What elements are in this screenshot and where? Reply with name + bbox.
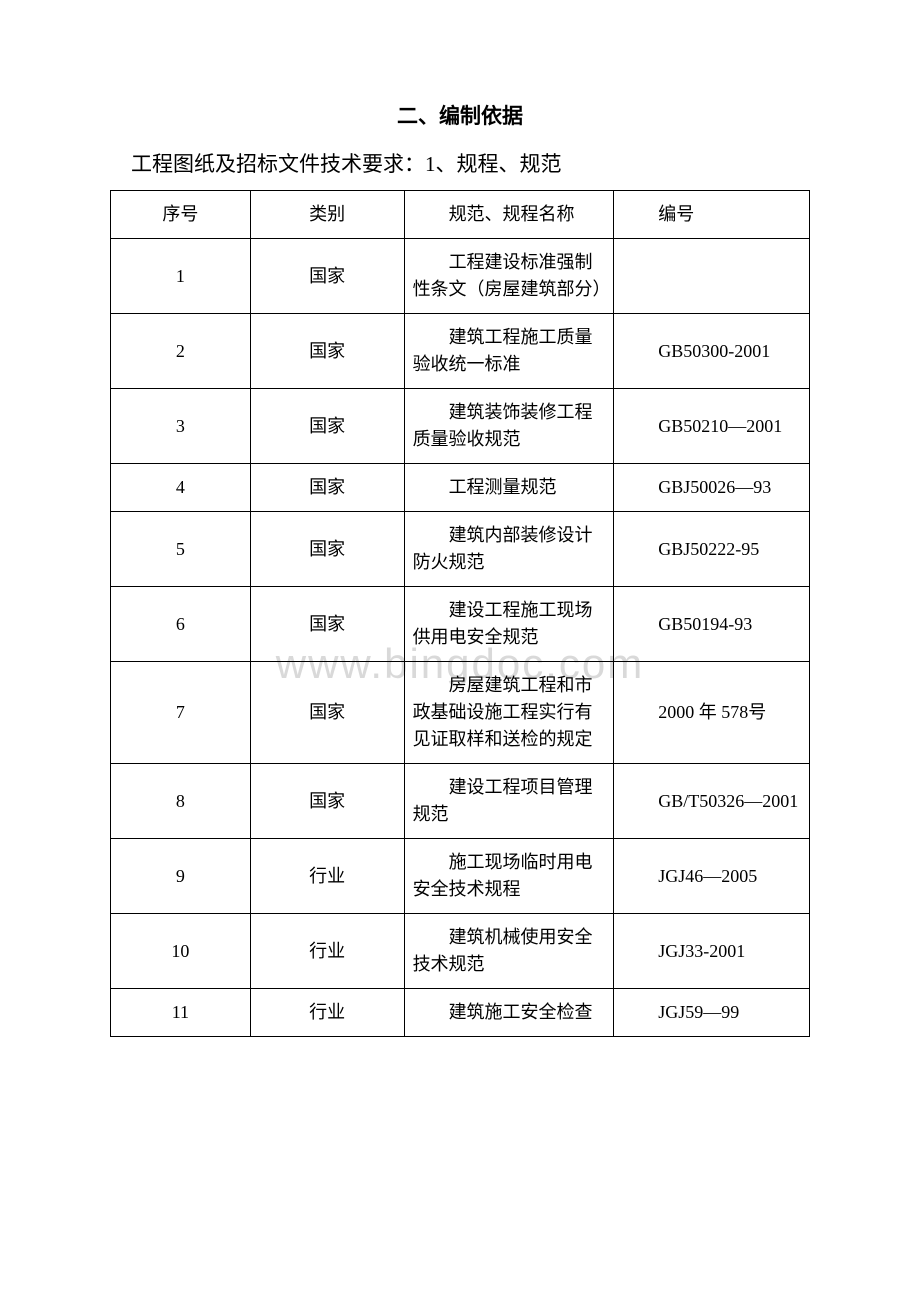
cell-cat: 国家 — [250, 662, 404, 764]
table-row: 6国家建设工程施工现场供用电安全规范GB50194-93 — [111, 587, 810, 662]
standards-table: 序号 类别 规范、规程名称 编号 1国家工程建设标准强制性条文（房屋建筑部分）2… — [110, 190, 810, 1037]
cell-cat: 国家 — [250, 239, 404, 314]
cell-name: 工程测量规范 — [404, 464, 614, 512]
cell-code: GB50210—2001 — [614, 389, 810, 464]
cell-code: JGJ59—99 — [614, 989, 810, 1037]
cell-name: 建筑装饰装修工程质量验收规范 — [404, 389, 614, 464]
col-header-seq: 序号 — [111, 191, 251, 239]
cell-code: GBJ50026—93 — [614, 464, 810, 512]
table-row: 7国家房屋建筑工程和市政基础设施工程实行有见证取样和送检的规定2000 年 57… — [111, 662, 810, 764]
table-row: 11行业建筑施工安全检查JGJ59—99 — [111, 989, 810, 1037]
table-row: 10行业建筑机械使用安全技术规范JGJ33-2001 — [111, 914, 810, 989]
cell-seq: 8 — [111, 764, 251, 839]
section-subtitle: 工程图纸及招标文件技术要求：1、规程、规范 — [110, 148, 810, 178]
cell-code: JGJ33-2001 — [614, 914, 810, 989]
cell-seq: 11 — [111, 989, 251, 1037]
cell-seq: 7 — [111, 662, 251, 764]
cell-cat: 国家 — [250, 464, 404, 512]
cell-cat: 行业 — [250, 914, 404, 989]
cell-cat: 国家 — [250, 512, 404, 587]
cell-name: 建筑机械使用安全技术规范 — [404, 914, 614, 989]
cell-cat: 行业 — [250, 989, 404, 1037]
cell-name: 建设工程施工现场供用电安全规范 — [404, 587, 614, 662]
table-body: 1国家工程建设标准强制性条文（房屋建筑部分）2国家建筑工程施工质量验收统一标准G… — [111, 239, 810, 1037]
section-title: 二、编制依据 — [110, 100, 810, 130]
document-page: www.bingdoc.com 二、编制依据 工程图纸及招标文件技术要求：1、规… — [0, 0, 920, 1097]
col-header-name: 规范、规程名称 — [404, 191, 614, 239]
cell-name: 建筑工程施工质量验收统一标准 — [404, 314, 614, 389]
cell-cat: 国家 — [250, 314, 404, 389]
cell-seq: 4 — [111, 464, 251, 512]
col-header-cat: 类别 — [250, 191, 404, 239]
cell-seq: 1 — [111, 239, 251, 314]
table-header-row: 序号 类别 规范、规程名称 编号 — [111, 191, 810, 239]
cell-seq: 9 — [111, 839, 251, 914]
table-row: 1国家工程建设标准强制性条文（房屋建筑部分） — [111, 239, 810, 314]
cell-code — [614, 239, 810, 314]
col-header-code: 编号 — [614, 191, 810, 239]
cell-code: GB50194-93 — [614, 587, 810, 662]
cell-name: 建设工程项目管理规范 — [404, 764, 614, 839]
table-row: 8国家建设工程项目管理规范GB/T50326—2001 — [111, 764, 810, 839]
cell-cat: 行业 — [250, 839, 404, 914]
cell-code: GB50300-2001 — [614, 314, 810, 389]
cell-code: JGJ46—2005 — [614, 839, 810, 914]
cell-seq: 10 — [111, 914, 251, 989]
cell-name: 施工现场临时用电安全技术规程 — [404, 839, 614, 914]
table-row: 5国家建筑内部装修设计防火规范GBJ50222-95 — [111, 512, 810, 587]
cell-seq: 5 — [111, 512, 251, 587]
cell-seq: 2 — [111, 314, 251, 389]
cell-seq: 3 — [111, 389, 251, 464]
cell-cat: 国家 — [250, 764, 404, 839]
cell-seq: 6 — [111, 587, 251, 662]
standards-table-wrap: 序号 类别 规范、规程名称 编号 1国家工程建设标准强制性条文（房屋建筑部分）2… — [110, 190, 810, 1037]
table-row: 3国家建筑装饰装修工程质量验收规范GB50210—2001 — [111, 389, 810, 464]
cell-code: GBJ50222-95 — [614, 512, 810, 587]
cell-name: 工程建设标准强制性条文（房屋建筑部分） — [404, 239, 614, 314]
cell-code: 2000 年 578号 — [614, 662, 810, 764]
cell-name: 建筑施工安全检查 — [404, 989, 614, 1037]
cell-name: 房屋建筑工程和市政基础设施工程实行有见证取样和送检的规定 — [404, 662, 614, 764]
table-row: 4国家工程测量规范GBJ50026—93 — [111, 464, 810, 512]
table-row: 2国家建筑工程施工质量验收统一标准GB50300-2001 — [111, 314, 810, 389]
cell-code: GB/T50326—2001 — [614, 764, 810, 839]
cell-cat: 国家 — [250, 587, 404, 662]
cell-name: 建筑内部装修设计防火规范 — [404, 512, 614, 587]
cell-cat: 国家 — [250, 389, 404, 464]
table-row: 9行业施工现场临时用电安全技术规程JGJ46—2005 — [111, 839, 810, 914]
